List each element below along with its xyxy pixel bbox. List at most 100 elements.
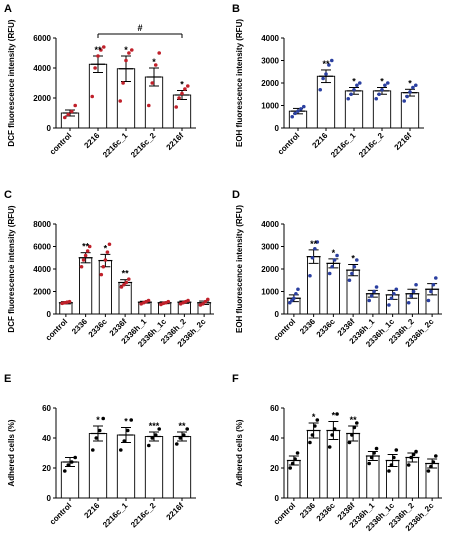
panel-letter: B [232, 3, 240, 15]
significance-label: * [312, 412, 316, 422]
data-point [389, 463, 394, 467]
data-point [93, 66, 97, 70]
data-point [299, 107, 303, 111]
data-point [367, 461, 372, 466]
data-point [394, 448, 399, 452]
data-point [101, 416, 106, 421]
panel-letter: A [4, 3, 12, 15]
data-point [201, 302, 205, 306]
data-point [413, 83, 418, 88]
data-point [295, 451, 300, 455]
bar [326, 262, 340, 315]
y-tick-label: 0 [275, 124, 280, 133]
data-point [406, 463, 411, 467]
data-point [203, 299, 208, 304]
x-tick-label: 2336c [315, 317, 337, 339]
data-point [374, 96, 379, 101]
data-point [335, 412, 339, 416]
data-point [288, 466, 293, 470]
significance-label: ** [350, 415, 358, 425]
data-point [411, 452, 416, 457]
data-point [327, 271, 332, 276]
data-point [205, 297, 210, 302]
data-point [402, 99, 407, 103]
data-point [181, 433, 186, 437]
data-point [369, 455, 374, 460]
y-tick-label: 2000 [261, 79, 279, 88]
significance-label: * [96, 415, 100, 425]
y-axis-label: EOH fluorescence intensity (RFU) [235, 205, 244, 333]
data-point [90, 448, 95, 452]
y-tick-label: 40 [42, 434, 51, 443]
significance-label: * [124, 45, 128, 55]
significance-label: ** [310, 239, 318, 249]
y-tick-label: 2000 [33, 94, 51, 103]
data-point [150, 436, 155, 440]
data-point [327, 63, 331, 67]
data-point [124, 58, 128, 63]
data-point [355, 83, 359, 88]
data-point [315, 240, 320, 244]
data-point [153, 63, 158, 67]
y-tick-label: 6000 [33, 34, 51, 43]
data-point [129, 418, 134, 422]
y-axis-label: DCF fluorescence intensity (RFU) [7, 19, 16, 146]
bar [307, 256, 321, 315]
significance-label: * [408, 78, 412, 88]
data-point [372, 451, 376, 455]
significance-label: ** [82, 242, 90, 252]
significance-label: ** [322, 59, 330, 69]
data-point [392, 455, 396, 460]
data-point [293, 457, 297, 461]
y-tick-label: 0 [47, 494, 52, 503]
x-tick-label: control [272, 501, 298, 527]
x-tick-label: 2216f [165, 501, 186, 522]
data-point [183, 87, 187, 91]
data-point [157, 51, 162, 55]
data-point [69, 109, 74, 114]
y-tick-label: 4000 [33, 64, 51, 73]
data-point [385, 81, 390, 85]
y-tick-label: 1000 [261, 102, 279, 111]
data-point [294, 291, 298, 296]
x-tick-label: 2216c_2 [129, 501, 158, 530]
y-axis-label: Adhered cells (%) [7, 419, 16, 486]
significance-label: * [152, 57, 156, 67]
data-point [96, 54, 100, 58]
y-tick-label: 0 [47, 124, 52, 133]
data-point [414, 282, 418, 287]
data-point [122, 282, 126, 287]
significance-label: ** [122, 269, 130, 279]
data-point [79, 264, 84, 269]
panel: A DCF fluorescence intensity (RFU) 0 2000 40… [4, 3, 196, 159]
data-point [119, 285, 124, 289]
y-tick-label: 4000 [33, 265, 51, 274]
data-point [380, 87, 384, 92]
x-tick-label: control [48, 131, 74, 157]
significance-label: ** [94, 45, 102, 55]
data-point [85, 249, 90, 253]
significance-label: * [104, 243, 108, 253]
y-tick-label: 2000 [261, 265, 279, 274]
y-tick-label: 20 [42, 464, 51, 473]
panel-letter: D [232, 189, 240, 201]
bar [400, 92, 420, 129]
x-tick-label: 2216 [310, 131, 329, 150]
x-tick-label: control [48, 501, 74, 527]
data-point [409, 294, 413, 298]
panel-letter: E [4, 373, 11, 385]
bracket-label: # [137, 23, 142, 33]
data-point [308, 273, 312, 278]
significance-label: * [180, 80, 184, 90]
data-point [308, 440, 312, 445]
data-point [126, 277, 131, 281]
bar [307, 430, 321, 499]
x-tick-label: 2216c_1 [101, 131, 130, 160]
data-point [354, 421, 359, 425]
data-point [90, 94, 95, 99]
data-point [352, 425, 357, 430]
data-point [372, 289, 376, 294]
data-point [118, 448, 123, 452]
data-point [433, 276, 438, 280]
data-point [332, 258, 337, 262]
